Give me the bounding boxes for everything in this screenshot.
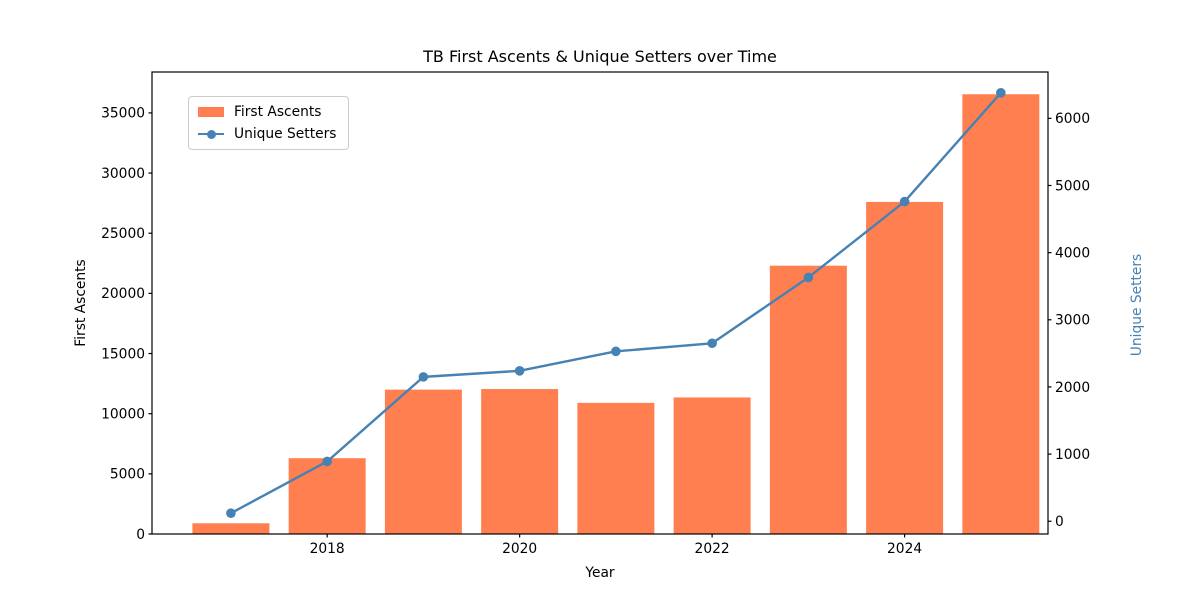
y-axis-label-right: Unique Setters: [1129, 253, 1145, 357]
ytick-label-left: 10000: [101, 407, 145, 423]
line-swatch-icon: [198, 129, 224, 139]
chart-title: TB First Ascents & Unique Setters over T…: [423, 47, 777, 66]
legend-label-first-ascents: First Ascents: [234, 104, 322, 120]
marker-2020: [514, 366, 525, 376]
marker-dot-icon: [206, 129, 216, 139]
bar-swatch-icon: [198, 107, 224, 117]
legend-item-first-ascents: First Ascents: [198, 104, 336, 120]
marker-2017: [226, 508, 236, 518]
marker-2025: [996, 88, 1006, 98]
marker-2019: [418, 372, 429, 382]
ytick-label-right: 2000: [1055, 380, 1090, 396]
plot-spines: [151, 71, 1049, 535]
marker-2022: [707, 338, 717, 349]
y-axis-label-left: First Ascents: [73, 259, 89, 347]
ytick-label-right: 6000: [1055, 111, 1090, 127]
legend-label-unique-setters: Unique Setters: [234, 126, 337, 142]
bar-2021: [577, 402, 655, 534]
ytick-label-left: 25000: [101, 226, 145, 242]
xtick-label: 2018: [310, 541, 345, 557]
bar-2020: [481, 389, 559, 534]
ytick-label-right: 4000: [1055, 245, 1090, 261]
bar-2017: [192, 523, 270, 534]
xtick-label: 2024: [887, 541, 922, 557]
bar-2018: [288, 458, 366, 534]
ytick-label-left: 30000: [101, 166, 145, 182]
ytick-label-left: 35000: [101, 106, 145, 122]
marker-2021: [611, 346, 621, 357]
xtick-label: 2020: [502, 541, 537, 557]
marker-2023: [803, 272, 814, 283]
ytick-label-left: 20000: [101, 286, 145, 302]
legend-item-unique-setters: Unique Setters: [198, 126, 336, 142]
ytick-label-right: 1000: [1055, 447, 1090, 463]
ytick-label-left: 0: [136, 527, 145, 543]
ytick-label-right: 3000: [1055, 313, 1090, 329]
bar-2019: [384, 389, 462, 534]
ytick-label-right: 0: [1055, 514, 1064, 530]
bar-2023: [769, 265, 847, 534]
xtick-label: 2022: [695, 541, 730, 557]
ytick-label-right: 5000: [1055, 178, 1090, 194]
legend: First Ascents Unique Setters: [188, 96, 350, 150]
marker-2024: [899, 196, 910, 207]
bar-2025: [962, 94, 1040, 534]
ytick-label-left: 15000: [101, 346, 145, 362]
bar-2022: [673, 397, 751, 534]
x-axis-label: Year: [585, 565, 615, 581]
bar-2024: [866, 201, 944, 534]
ytick-label-left: 5000: [110, 467, 145, 483]
marker-2018: [322, 456, 332, 467]
